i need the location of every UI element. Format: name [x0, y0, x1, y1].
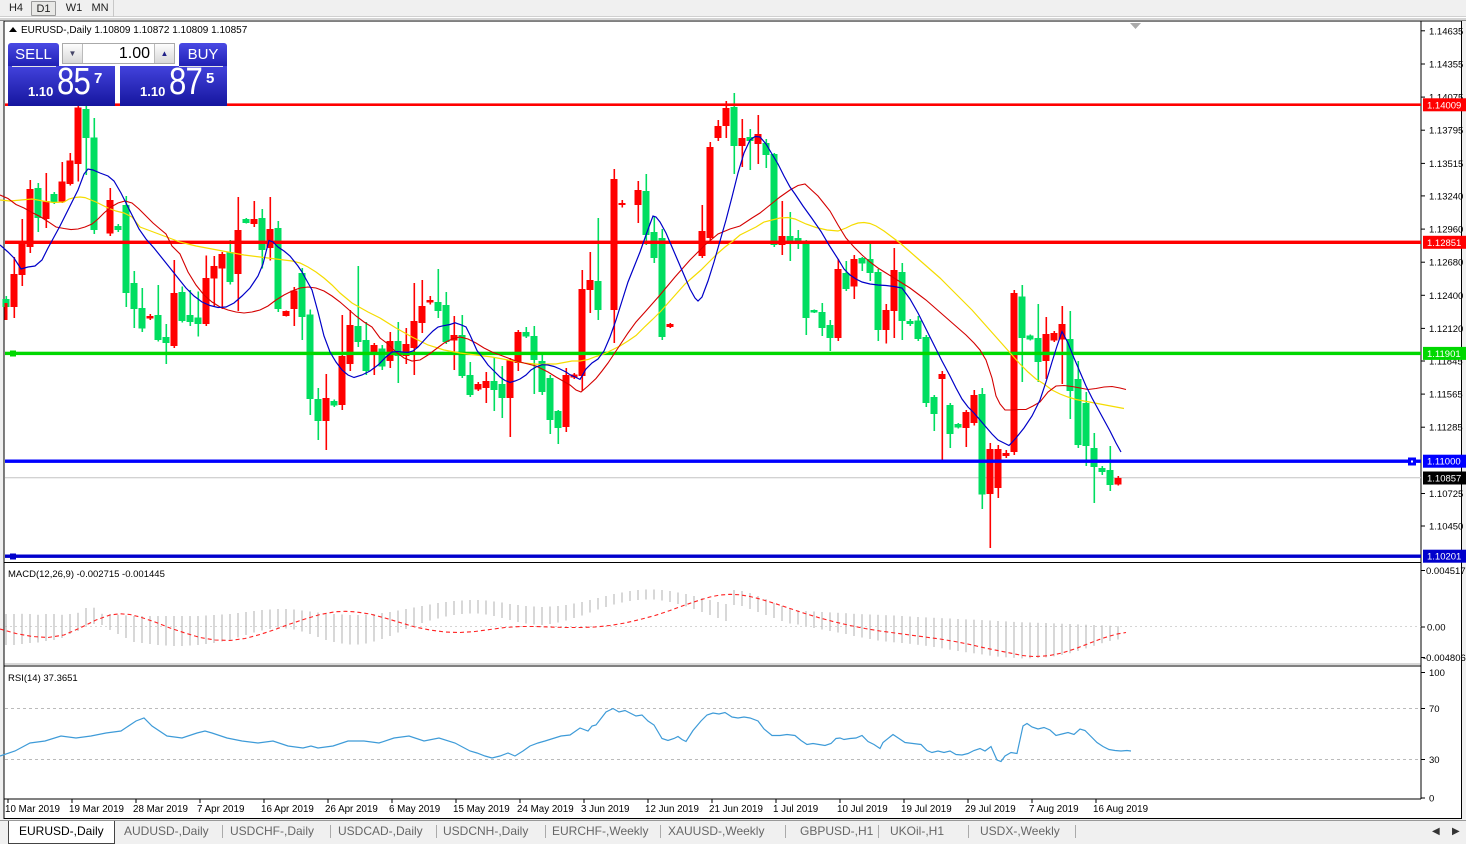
svg-text:1.13795: 1.13795 [1429, 126, 1463, 137]
svg-text:1.13240: 1.13240 [1429, 191, 1463, 202]
svg-text:1.11000: 1.11000 [1427, 457, 1461, 468]
svg-text:0: 0 [1429, 794, 1434, 805]
svg-text:-0.004806: -0.004806 [1423, 653, 1466, 664]
svg-text:1.12680: 1.12680 [1429, 258, 1463, 269]
svg-text:10 Mar 2019: 10 Mar 2019 [5, 804, 60, 815]
svg-text:1.11285: 1.11285 [1429, 423, 1463, 434]
svg-text:10 Jul 2019: 10 Jul 2019 [837, 804, 888, 815]
svg-text:1.11901: 1.11901 [1427, 349, 1461, 360]
svg-text:26 Apr 2019: 26 Apr 2019 [325, 804, 378, 815]
svg-text:EURUSD-,Daily 1.10809 1.10872: EURUSD-,Daily 1.10809 1.10872 1.10809 1.… [21, 25, 248, 36]
svg-text:12 Jun 2019: 12 Jun 2019 [645, 804, 699, 815]
svg-text:1.12960: 1.12960 [1429, 225, 1463, 236]
svg-text:1.13515: 1.13515 [1429, 159, 1463, 170]
svg-text:1.10450: 1.10450 [1429, 522, 1463, 533]
svg-text:1.14355: 1.14355 [1429, 60, 1463, 71]
svg-text:1.14635: 1.14635 [1429, 26, 1463, 37]
svg-text:6 May 2019: 6 May 2019 [389, 804, 440, 815]
svg-text:28 Mar 2019: 28 Mar 2019 [133, 804, 188, 815]
svg-text:3 Jun 2019: 3 Jun 2019 [581, 804, 629, 815]
svg-text:1.10201: 1.10201 [1427, 552, 1461, 563]
svg-text:100: 100 [1429, 668, 1445, 679]
svg-text:15 May 2019: 15 May 2019 [453, 804, 510, 815]
svg-text:21 Jun 2019: 21 Jun 2019 [709, 804, 763, 815]
svg-text:1.11565: 1.11565 [1429, 390, 1463, 401]
svg-text:29 Jul 2019: 29 Jul 2019 [965, 804, 1016, 815]
svg-text:24 May 2019: 24 May 2019 [517, 804, 574, 815]
svg-text:70: 70 [1429, 704, 1440, 715]
svg-text:1.14009: 1.14009 [1427, 100, 1461, 111]
svg-text:1.10725: 1.10725 [1429, 489, 1463, 500]
svg-text:1.12120: 1.12120 [1429, 324, 1463, 335]
svg-text:1.11845: 1.11845 [1429, 357, 1463, 368]
svg-text:0.004517: 0.004517 [1426, 566, 1466, 577]
svg-text:7 Apr 2019: 7 Apr 2019 [197, 804, 244, 815]
svg-text:30: 30 [1429, 755, 1440, 766]
svg-text:16 Aug 2019: 16 Aug 2019 [1093, 804, 1148, 815]
svg-text:0.00: 0.00 [1427, 623, 1446, 634]
svg-text:MACD(12,26,9) -0.002715 -0.001: MACD(12,26,9) -0.002715 -0.001445 [8, 569, 165, 580]
svg-text:1.10857: 1.10857 [1427, 474, 1461, 485]
svg-text:RSI(14) 37.3651: RSI(14) 37.3651 [8, 673, 78, 684]
svg-text:7 Aug 2019: 7 Aug 2019 [1029, 804, 1079, 815]
svg-text:19 Jul 2019: 19 Jul 2019 [901, 804, 952, 815]
svg-text:1 Jul 2019: 1 Jul 2019 [773, 804, 818, 815]
svg-text:16 Apr 2019: 16 Apr 2019 [261, 804, 314, 815]
svg-text:1.12851: 1.12851 [1427, 238, 1461, 249]
svg-text:19 Mar 2019: 19 Mar 2019 [69, 804, 124, 815]
svg-text:1.12400: 1.12400 [1429, 291, 1463, 302]
svg-text:1.14075: 1.14075 [1429, 93, 1463, 104]
